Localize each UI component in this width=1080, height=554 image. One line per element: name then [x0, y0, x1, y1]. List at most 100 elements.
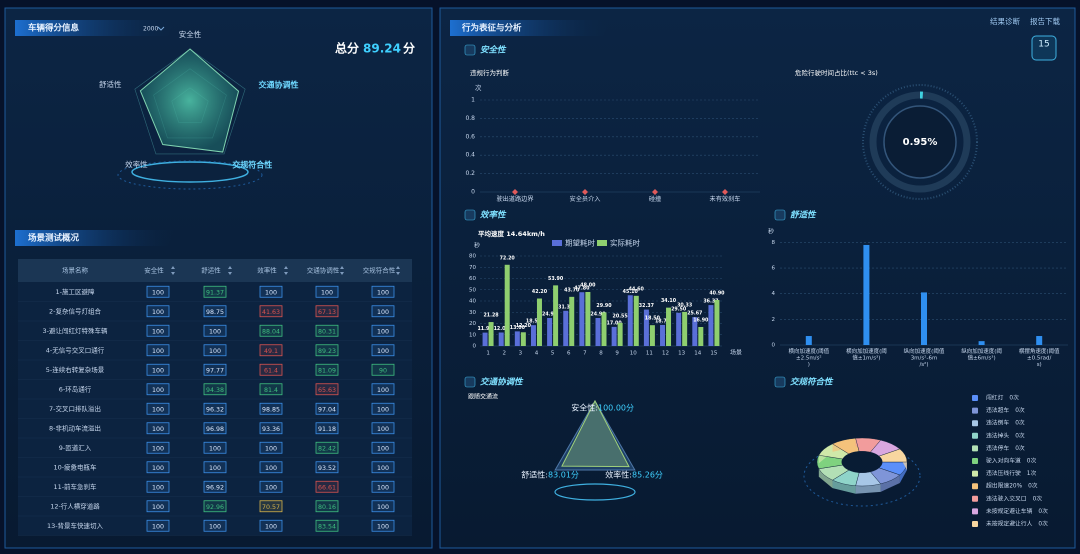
value-label: 45.10: [623, 289, 639, 295]
score-cell: [146, 324, 170, 337]
value-label: 43.70: [564, 287, 580, 293]
y-tick-label: 0: [471, 189, 475, 196]
score-cell: [259, 441, 283, 454]
sort-icon[interactable]: [396, 266, 400, 275]
bar: [692, 317, 698, 346]
score-cell: [203, 461, 227, 474]
score-value: 100: [152, 445, 164, 452]
value-label: 30.33: [677, 302, 692, 308]
score-cell: [203, 500, 227, 513]
score-value: 100: [152, 328, 164, 335]
radar-label: 效率性: [125, 159, 148, 169]
x-tick-label: 10: [630, 351, 637, 357]
score-value: 80.16: [318, 504, 336, 511]
legend-swatch: [972, 470, 978, 477]
score-value: 92.96: [206, 504, 224, 511]
axis-label: 秒: [474, 242, 480, 250]
value-label: 36.37: [703, 299, 718, 305]
value-label: 29.90: [596, 303, 612, 309]
value-label: 48.00: [580, 283, 596, 289]
scene-name: 6-环岛通行: [59, 384, 92, 393]
score-cell: [203, 441, 227, 454]
table-header: 效率性: [257, 266, 277, 275]
table-header: 舒适性: [201, 266, 221, 275]
score-cell: [315, 402, 339, 415]
score-cell: [146, 500, 170, 513]
action-link[interactable]: 结果诊断: [990, 16, 1020, 26]
axis-label: 秒: [768, 228, 774, 236]
value-label: 53.90: [548, 276, 564, 282]
x-tick-label: 12: [662, 351, 669, 357]
score-value: 100: [321, 289, 333, 296]
score-value: 91.37: [206, 289, 224, 296]
score-value: 100: [265, 523, 277, 530]
bar: [482, 332, 488, 346]
pie-base: [803, 445, 921, 507]
score-value: 100: [152, 406, 164, 413]
menu-icon[interactable]: 15: [1038, 40, 1049, 50]
total-unit: 分: [403, 41, 415, 56]
value-label: 24.90: [542, 311, 558, 317]
action-link[interactable]: 报告下载: [1030, 16, 1060, 26]
score-value: 98.75: [206, 309, 224, 316]
bar: [520, 332, 526, 346]
score-value: 67.13: [318, 309, 336, 316]
table-header: 交通协调性: [307, 266, 340, 275]
selector[interactable]: 2000: [143, 26, 158, 33]
x-tick-label: 未有效刹车: [710, 195, 741, 203]
x-tick-label: 8: [599, 351, 603, 357]
bar: [595, 317, 601, 346]
score-value: 61.4: [264, 367, 278, 374]
bar: [805, 336, 812, 345]
sort-icon[interactable]: [340, 266, 344, 275]
y-tick-label: 20: [469, 321, 476, 327]
value-label: 18.50: [645, 316, 661, 322]
table-header: 安全性: [144, 266, 164, 275]
menu-button[interactable]: [1031, 35, 1057, 61]
y-tick-label: 0.2: [465, 170, 475, 177]
dropdown-icon[interactable]: [157, 26, 165, 31]
score-value: 100: [377, 289, 389, 296]
bar: [633, 295, 639, 346]
axis-label: 场景: [730, 349, 742, 357]
bar: [498, 332, 504, 346]
score-cell: [371, 363, 395, 376]
score-cell: [315, 305, 339, 318]
score-cell: [146, 441, 170, 454]
score-value: 100: [209, 445, 221, 452]
score-value: 65.63: [318, 387, 336, 394]
bar: [921, 292, 927, 345]
score-value: 80.31: [318, 328, 336, 335]
chart-title: 违规行为判断: [470, 68, 510, 77]
value-label: 20.55: [613, 313, 628, 319]
value-label: 44.60: [629, 286, 645, 292]
score-value: 100: [377, 504, 389, 511]
score-value: 100: [152, 387, 164, 394]
score-cell: [259, 324, 283, 337]
chart-title: 危险行驶时间占比(ttc < 3s): [795, 68, 878, 77]
value-label: 16.90: [693, 317, 709, 323]
value-label: 13.00: [510, 325, 526, 331]
score-cell: [203, 422, 227, 435]
legend-label: 违法压线行驶: [986, 469, 1021, 477]
bar: [708, 305, 714, 346]
x-tick-label: 7: [583, 351, 587, 357]
value-label: 12.00: [494, 326, 510, 332]
score-value: 100: [152, 348, 164, 355]
sort-icon[interactable]: [284, 266, 288, 275]
value-label: 24.90: [590, 311, 606, 317]
scene-name: 4-无信号交叉口通行: [46, 345, 105, 354]
table-bg: [18, 259, 412, 535]
x-tick-label: 13: [678, 351, 685, 357]
x-tick-label: 3: [519, 351, 523, 357]
score-cell: [371, 324, 395, 337]
legend-swatch: [597, 240, 607, 246]
legend-value: 0次: [1028, 482, 1038, 490]
score-cell: [371, 344, 395, 357]
bar: [978, 341, 985, 345]
scene-name: 12-行人横穿道路: [50, 501, 100, 510]
score-value: 100: [377, 406, 389, 413]
sort-icon[interactable]: [228, 266, 232, 275]
sort-icon[interactable]: [171, 266, 175, 275]
score-cell: [315, 383, 339, 396]
